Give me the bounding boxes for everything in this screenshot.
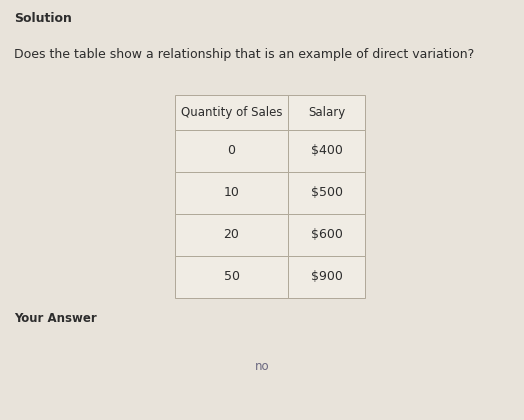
Bar — [175, 95, 288, 130]
Text: $900: $900 — [311, 270, 343, 284]
Text: 10: 10 — [224, 186, 239, 199]
Text: Does the table show a relationship that is an example of direct variation?: Does the table show a relationship that … — [14, 48, 474, 61]
Text: 0: 0 — [227, 144, 235, 158]
Bar — [288, 95, 365, 130]
Text: Salary: Salary — [308, 106, 345, 119]
Bar — [288, 256, 365, 298]
Text: 20: 20 — [224, 228, 239, 241]
Bar — [175, 172, 288, 214]
Bar — [175, 130, 288, 172]
Bar — [175, 256, 288, 298]
Text: $500: $500 — [311, 186, 343, 199]
Text: $600: $600 — [311, 228, 343, 241]
Text: Your Answer: Your Answer — [14, 312, 97, 325]
Text: $400: $400 — [311, 144, 343, 158]
Text: 50: 50 — [224, 270, 239, 284]
Text: Solution: Solution — [14, 12, 72, 25]
Bar — [288, 130, 365, 172]
Bar — [175, 214, 288, 256]
Bar — [288, 214, 365, 256]
Bar — [288, 172, 365, 214]
Text: no: no — [255, 360, 269, 373]
Text: Quantity of Sales: Quantity of Sales — [181, 106, 282, 119]
